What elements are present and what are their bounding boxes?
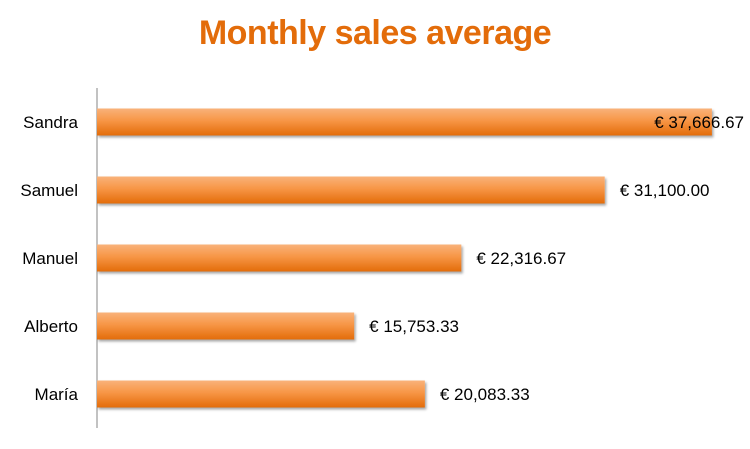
chart-title: Monthly sales average bbox=[198, 14, 552, 52]
bar-alberto bbox=[97, 312, 355, 340]
value-label: € 20,083.33 bbox=[440, 385, 530, 404]
bar-manuel bbox=[97, 244, 462, 272]
category-label: Samuel bbox=[20, 181, 78, 200]
labels-layer: Sandra € 37,666.67 Samuel € 31,100.00 Manuel… bbox=[20, 113, 744, 404]
category-label: Manuel bbox=[22, 249, 78, 268]
value-label: € 31,100.00 bbox=[620, 181, 710, 200]
value-label: € 22,316.67 bbox=[476, 249, 566, 268]
value-label: € 15,753.33 bbox=[369, 317, 459, 336]
category-label: Sandra bbox=[23, 113, 78, 132]
bar-samuel bbox=[97, 176, 605, 204]
bars-layer bbox=[97, 108, 712, 408]
bar-maria bbox=[97, 380, 425, 408]
value-label: € 37,666.67 bbox=[654, 113, 744, 132]
bar-sandra bbox=[97, 108, 712, 136]
category-label: María bbox=[35, 385, 79, 404]
category-label: Alberto bbox=[24, 317, 78, 336]
